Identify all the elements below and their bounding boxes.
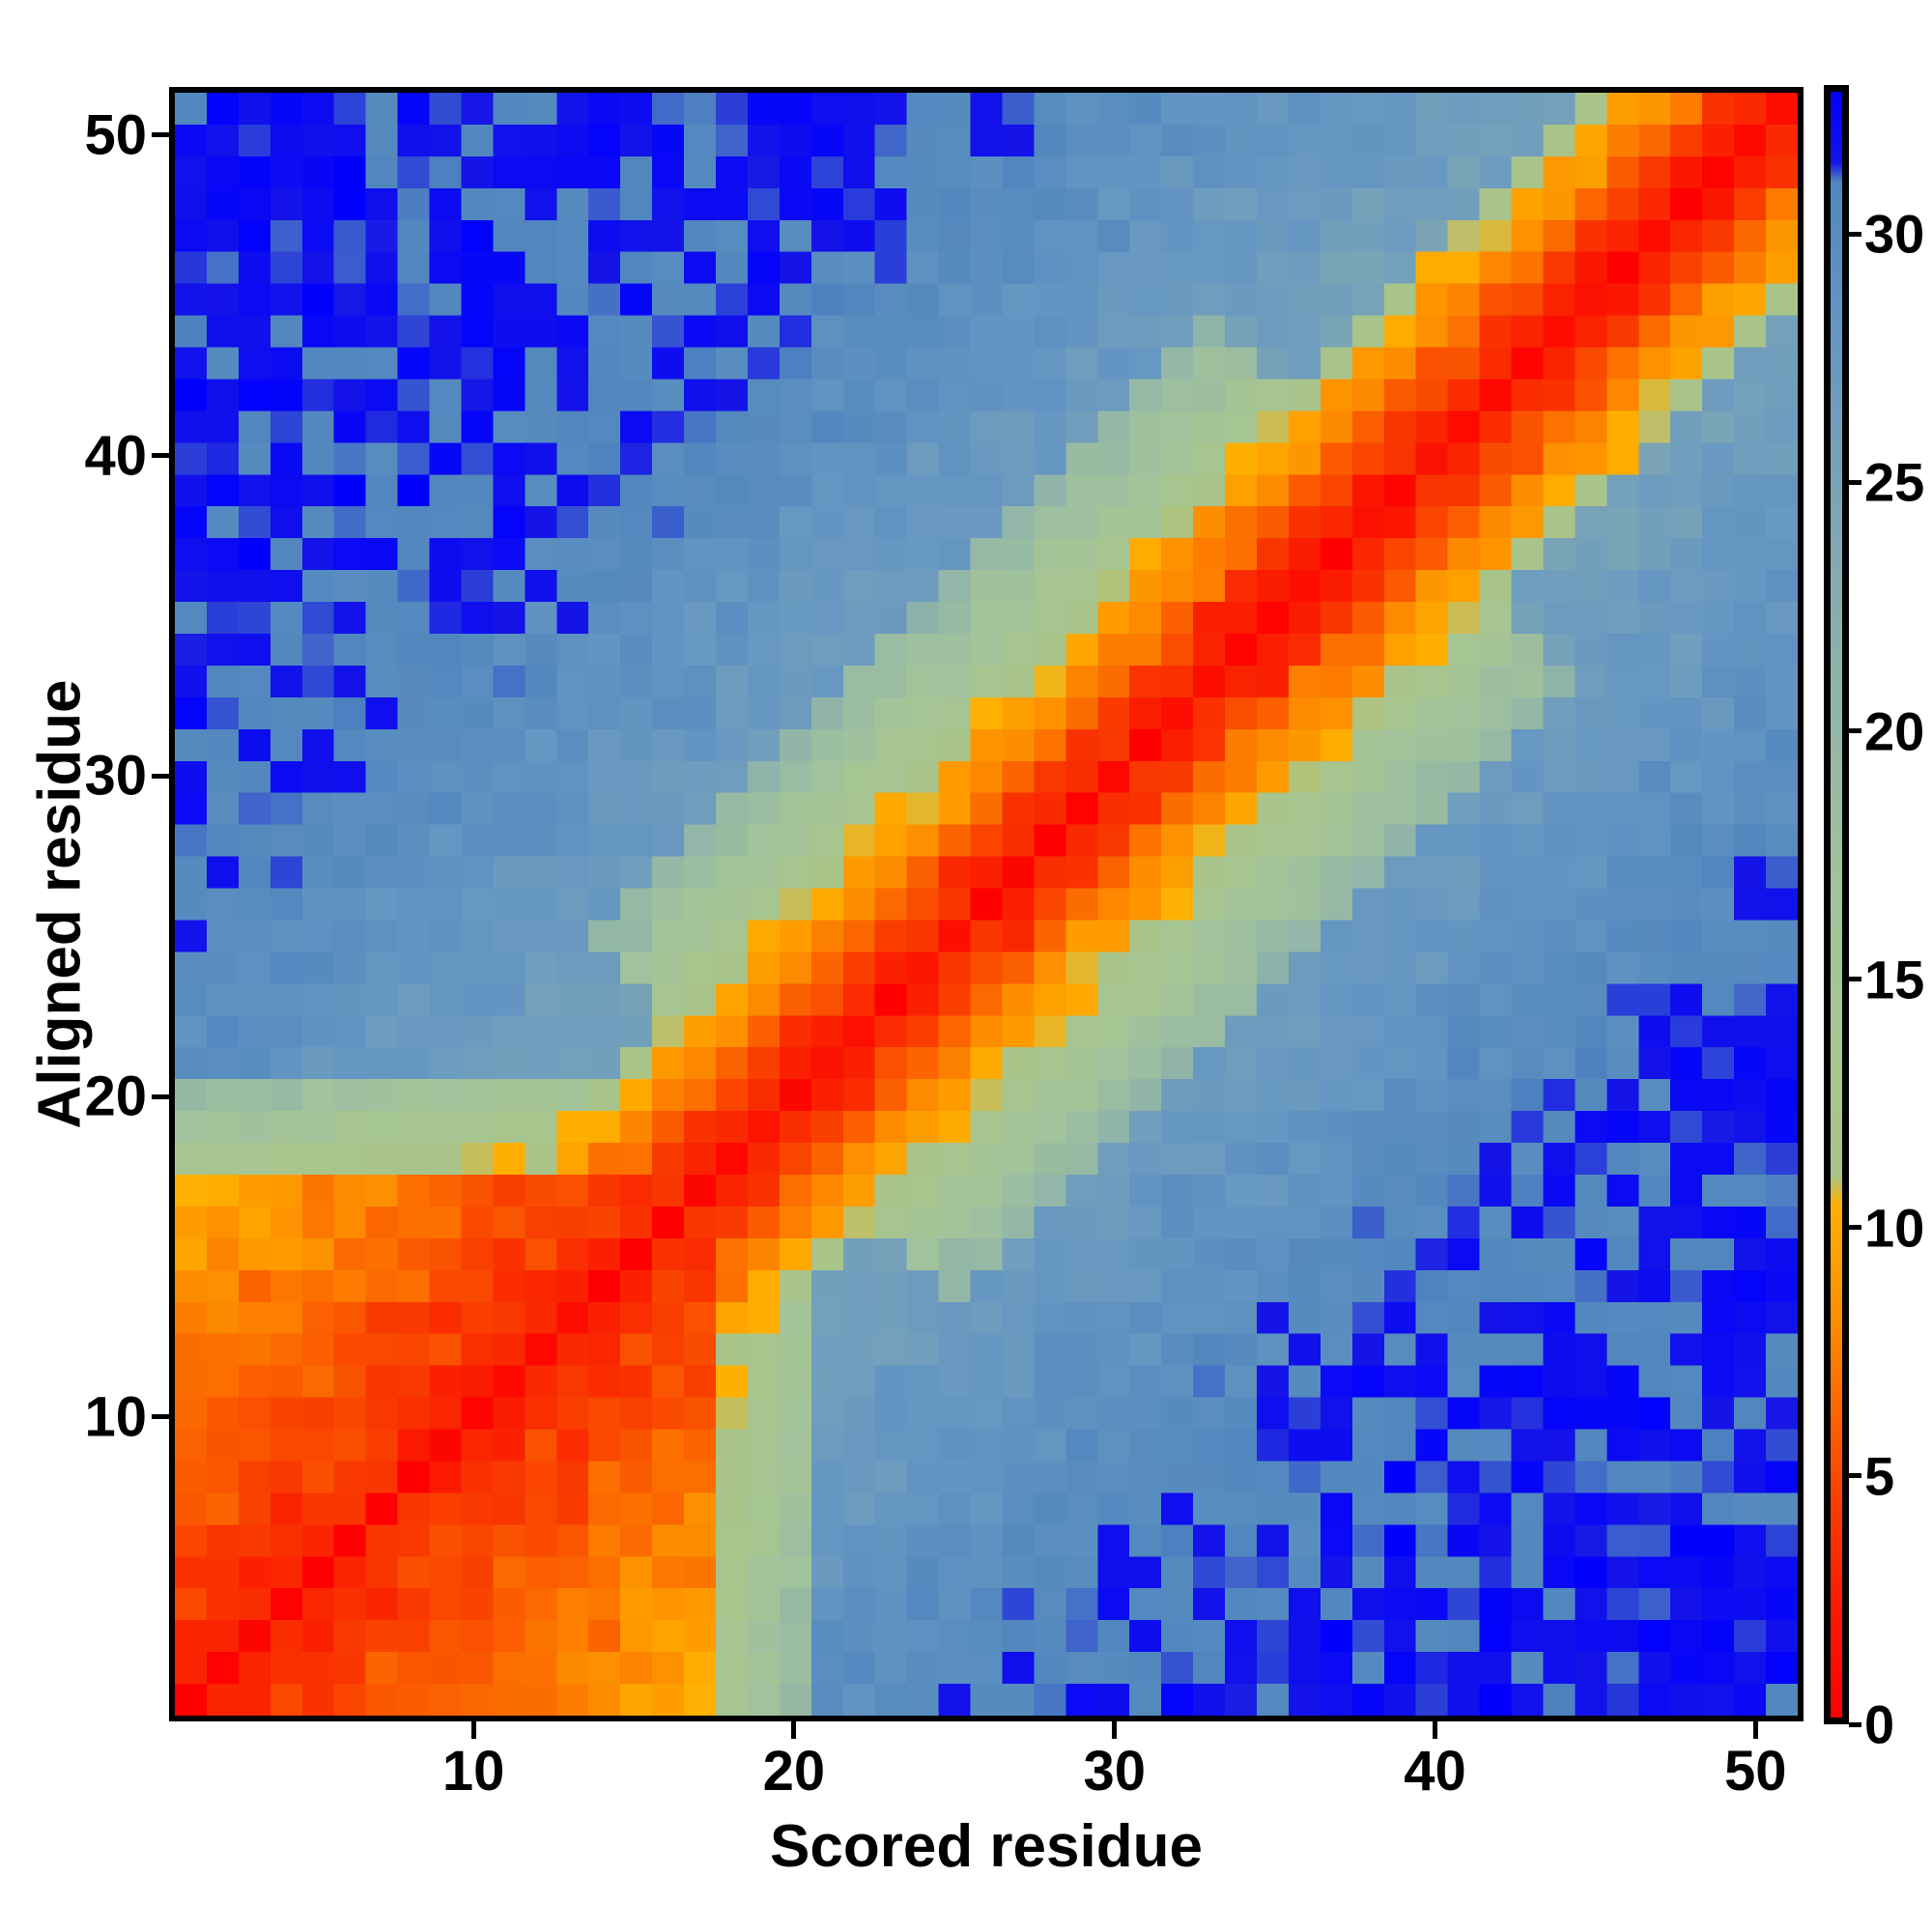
y-tick-mark [152,1414,169,1420]
y-axis-title: Aligned residue [26,679,94,1129]
colorbar-tick-label: 25 [1864,451,1925,513]
y-tick-mark [152,132,169,138]
heatmap-plot-area [169,87,1804,1721]
y-tick-label: 50 [84,103,147,167]
y-tick-mark [152,773,169,779]
x-tick-label: 20 [762,1740,826,1803]
y-tick-label: 30 [84,744,147,808]
y-tick-mark [152,453,169,459]
colorbar-tick-label: 5 [1864,1445,1895,1507]
colorbar-tick-label: 15 [1864,949,1925,1010]
colorbar-gradient [1831,92,1842,1718]
x-tick-mark [1112,1721,1118,1739]
x-tick-label: 40 [1404,1740,1466,1803]
x-tick-label: 10 [441,1740,505,1803]
y-tick-label: 10 [84,1385,147,1449]
x-tick-mark [1752,1721,1758,1739]
colorbar-tick-label: 0 [1864,1693,1895,1755]
colorbar-tick-mark [1849,479,1861,485]
colorbar-tick-mark [1849,1721,1861,1727]
colorbar-tick-mark [1849,977,1861,982]
x-tick-label: 30 [1083,1740,1146,1803]
x-axis-title: Scored residue [770,1813,1203,1880]
colorbar-strip [1824,85,1849,1724]
y-tick-label: 20 [84,1065,147,1128]
colorbar-tick-mark [1849,728,1861,733]
x-tick-mark [1432,1721,1437,1739]
y-tick-mark [152,1094,169,1099]
colorbar-tick-mark [1849,1473,1861,1479]
colorbar-tick-label: 10 [1864,1197,1925,1259]
colorbar-tick-mark [1849,1225,1861,1231]
x-tick-label: 50 [1723,1740,1787,1803]
heatmap-matrix [175,93,1798,1716]
y-tick-label: 40 [84,424,147,488]
colorbar: 0 5 10 15 20 25 30 [1824,85,1924,1755]
colorbar-tick-mark [1849,231,1861,237]
x-tick-mark [470,1721,476,1739]
colorbar-tick-label: 20 [1864,700,1925,761]
x-tick-mark [791,1721,797,1739]
colorbar-tick-label: 30 [1864,203,1925,265]
